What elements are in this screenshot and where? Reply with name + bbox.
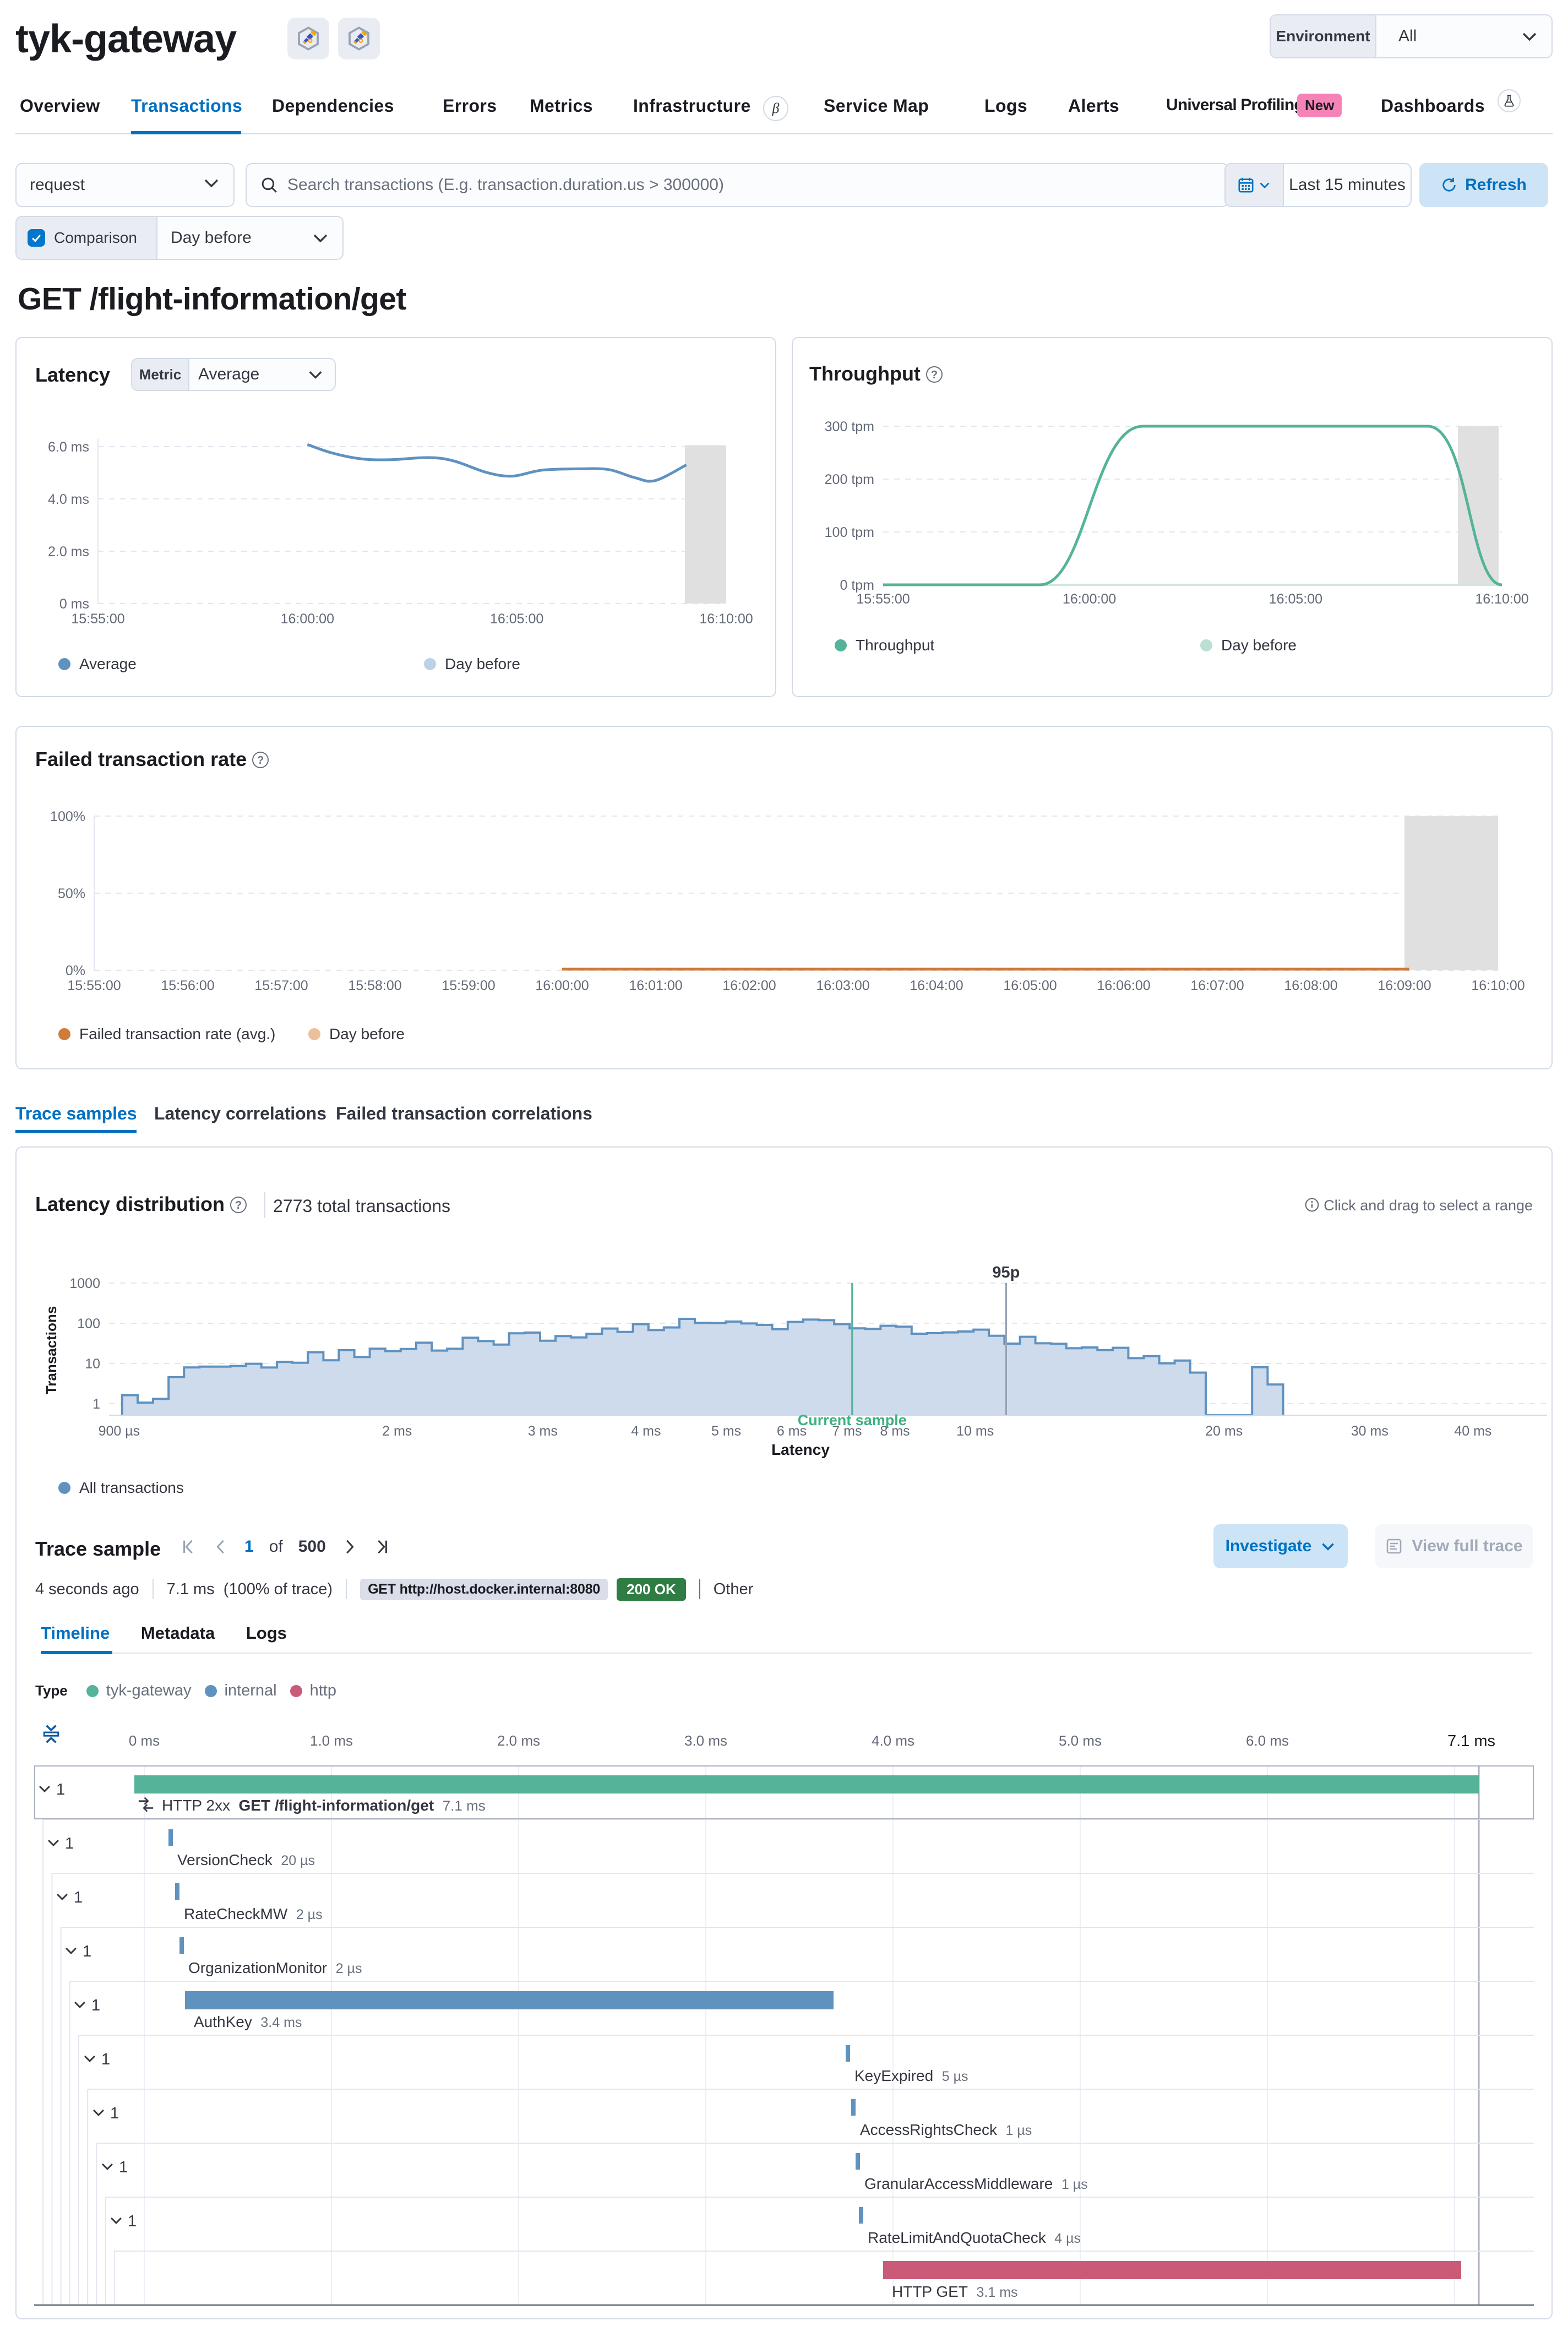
svg-text:0 tpm: 0 tpm bbox=[840, 578, 874, 593]
svg-text:0 ms: 0 ms bbox=[59, 596, 89, 612]
svg-text:200 tpm: 200 tpm bbox=[825, 472, 874, 487]
svg-text:16:10:00: 16:10:00 bbox=[1475, 591, 1528, 607]
svg-text:15:57:00: 15:57:00 bbox=[254, 978, 308, 993]
svg-text:16:10:00: 16:10:00 bbox=[699, 611, 753, 627]
svg-text:16:10:00: 16:10:00 bbox=[1471, 978, 1525, 993]
svg-text:16:03:00: 16:03:00 bbox=[816, 978, 869, 993]
svg-text:Transactions: Transactions bbox=[43, 1306, 59, 1394]
svg-text:10 ms: 10 ms bbox=[956, 1423, 994, 1439]
svg-text:100%: 100% bbox=[50, 809, 85, 824]
svg-text:16:00:00: 16:00:00 bbox=[1063, 591, 1116, 607]
svg-text:15:58:00: 15:58:00 bbox=[348, 978, 401, 993]
svg-text:16:08:00: 16:08:00 bbox=[1284, 978, 1337, 993]
svg-text:16:05:00: 16:05:00 bbox=[1003, 978, 1057, 993]
svg-text:16:06:00: 16:06:00 bbox=[1097, 978, 1150, 993]
svg-text:900 µs: 900 µs bbox=[99, 1423, 140, 1439]
svg-text:16:09:00: 16:09:00 bbox=[1378, 978, 1431, 993]
svg-text:95p: 95p bbox=[992, 1264, 1020, 1281]
svg-text:4.0 ms: 4.0 ms bbox=[48, 492, 89, 507]
svg-text:16:04:00: 16:04:00 bbox=[910, 978, 963, 993]
svg-text:1: 1 bbox=[92, 1396, 100, 1412]
svg-text:16:07:00: 16:07:00 bbox=[1190, 978, 1244, 993]
svg-text:1000: 1000 bbox=[69, 1276, 100, 1291]
svg-text:16:05:00: 16:05:00 bbox=[490, 611, 543, 627]
svg-text:20 ms: 20 ms bbox=[1205, 1423, 1243, 1439]
svg-text:4 ms: 4 ms bbox=[631, 1423, 661, 1439]
svg-text:100: 100 bbox=[77, 1316, 100, 1331]
svg-text:2.0 ms: 2.0 ms bbox=[48, 544, 89, 559]
svg-text:16:05:00: 16:05:00 bbox=[1269, 591, 1322, 607]
svg-text:15:55:00: 15:55:00 bbox=[71, 611, 124, 627]
svg-text:16:00:00: 16:00:00 bbox=[535, 978, 589, 993]
svg-text:8 ms: 8 ms bbox=[880, 1423, 910, 1439]
svg-text:300 tpm: 300 tpm bbox=[825, 419, 874, 434]
svg-text:2 ms: 2 ms bbox=[382, 1423, 412, 1439]
svg-text:40 ms: 40 ms bbox=[1454, 1423, 1491, 1439]
svg-text:15:56:00: 15:56:00 bbox=[161, 978, 214, 993]
svg-text:30 ms: 30 ms bbox=[1351, 1423, 1389, 1439]
svg-text:100 tpm: 100 tpm bbox=[825, 525, 874, 540]
svg-text:16:02:00: 16:02:00 bbox=[722, 978, 776, 993]
svg-text:10: 10 bbox=[85, 1356, 100, 1372]
svg-text:5 ms: 5 ms bbox=[711, 1423, 741, 1439]
svg-text:0%: 0% bbox=[66, 963, 85, 979]
svg-text:3 ms: 3 ms bbox=[528, 1423, 558, 1439]
svg-text:Current sample: Current sample bbox=[798, 1412, 907, 1428]
svg-text:50%: 50% bbox=[58, 886, 85, 901]
svg-text:6 ms: 6 ms bbox=[777, 1423, 807, 1439]
svg-text:15:55:00: 15:55:00 bbox=[67, 978, 121, 993]
svg-text:6.0 ms: 6.0 ms bbox=[48, 439, 89, 455]
svg-text:Latency: Latency bbox=[771, 1441, 830, 1458]
svg-text:7 ms: 7 ms bbox=[832, 1423, 862, 1439]
svg-text:15:59:00: 15:59:00 bbox=[442, 978, 495, 993]
svg-text:15:55:00: 15:55:00 bbox=[856, 591, 910, 607]
svg-text:16:00:00: 16:00:00 bbox=[281, 611, 334, 627]
svg-text:16:01:00: 16:01:00 bbox=[629, 978, 682, 993]
